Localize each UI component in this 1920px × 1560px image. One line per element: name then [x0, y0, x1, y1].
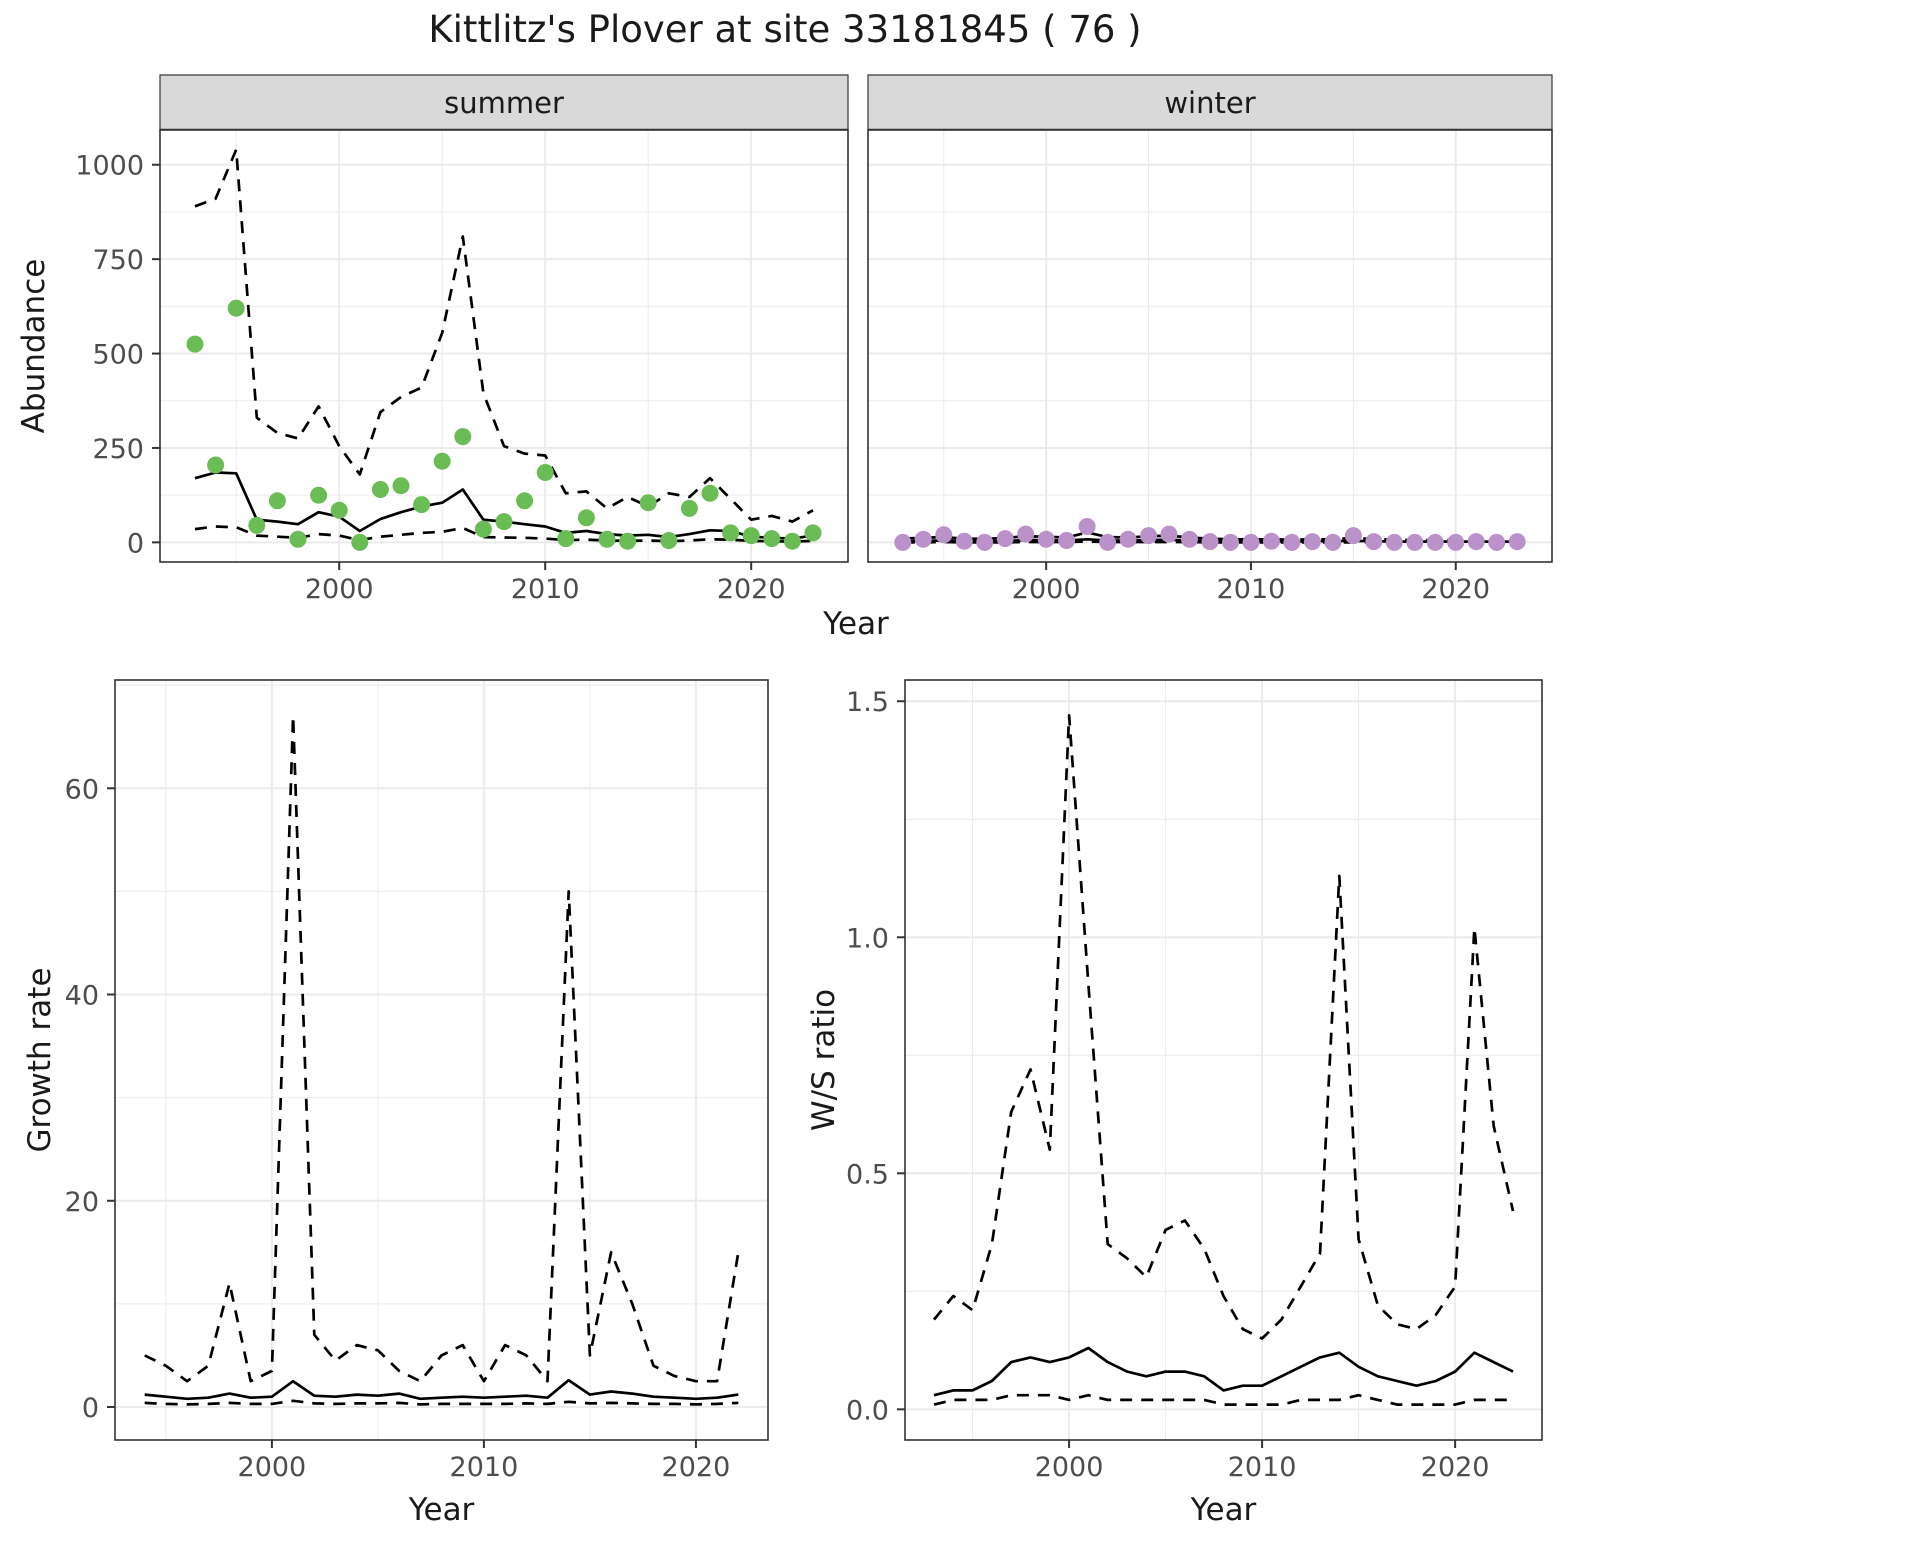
svg-text:0.0: 0.0	[846, 1395, 889, 1426]
svg-text:2000: 2000	[1035, 1452, 1104, 1483]
svg-text:1000: 1000	[75, 151, 144, 182]
svg-text:2020: 2020	[1421, 574, 1490, 605]
svg-text:20: 20	[65, 1187, 99, 1218]
abundance-y-axis-label: Abundance	[16, 258, 52, 434]
facet-label-summer: summer	[444, 85, 564, 120]
svg-text:60: 60	[65, 774, 99, 805]
svg-text:2020: 2020	[662, 1452, 731, 1483]
svg-text:2020: 2020	[1421, 1452, 1490, 1483]
svg-text:2010: 2010	[1217, 574, 1286, 605]
svg-text:0: 0	[127, 528, 144, 559]
svg-text:2000: 2000	[1012, 574, 1081, 605]
svg-text:750: 750	[92, 245, 144, 276]
growth-rate-y-axis-label: Growth rate	[22, 967, 58, 1153]
figure-title: Kittlitz's Plover at site 33181845 ( 76 …	[428, 8, 1142, 51]
svg-text:0.5: 0.5	[846, 1159, 889, 1190]
abundance-x-axis-label: Year	[823, 606, 889, 642]
svg-text:1.5: 1.5	[846, 687, 889, 718]
svg-text:2010: 2010	[1228, 1452, 1297, 1483]
svg-text:2020: 2020	[717, 574, 786, 605]
svg-text:250: 250	[92, 434, 144, 465]
svg-text:0: 0	[82, 1393, 99, 1424]
ws-ratio-x-axis-label: Year	[1190, 1492, 1257, 1528]
svg-text:2010: 2010	[450, 1452, 519, 1483]
svg-text:40: 40	[65, 981, 99, 1012]
facet-label-winter: winter	[1164, 85, 1256, 120]
svg-text:1.0: 1.0	[846, 923, 889, 954]
growth-rate-x-axis-label: Year	[408, 1492, 475, 1528]
svg-text:500: 500	[92, 340, 144, 371]
ws-ratio-y-axis-label: W/S ratio	[806, 988, 842, 1132]
svg-text:2010: 2010	[511, 574, 580, 605]
svg-text:2000: 2000	[305, 574, 374, 605]
svg-text:2000: 2000	[238, 1452, 307, 1483]
